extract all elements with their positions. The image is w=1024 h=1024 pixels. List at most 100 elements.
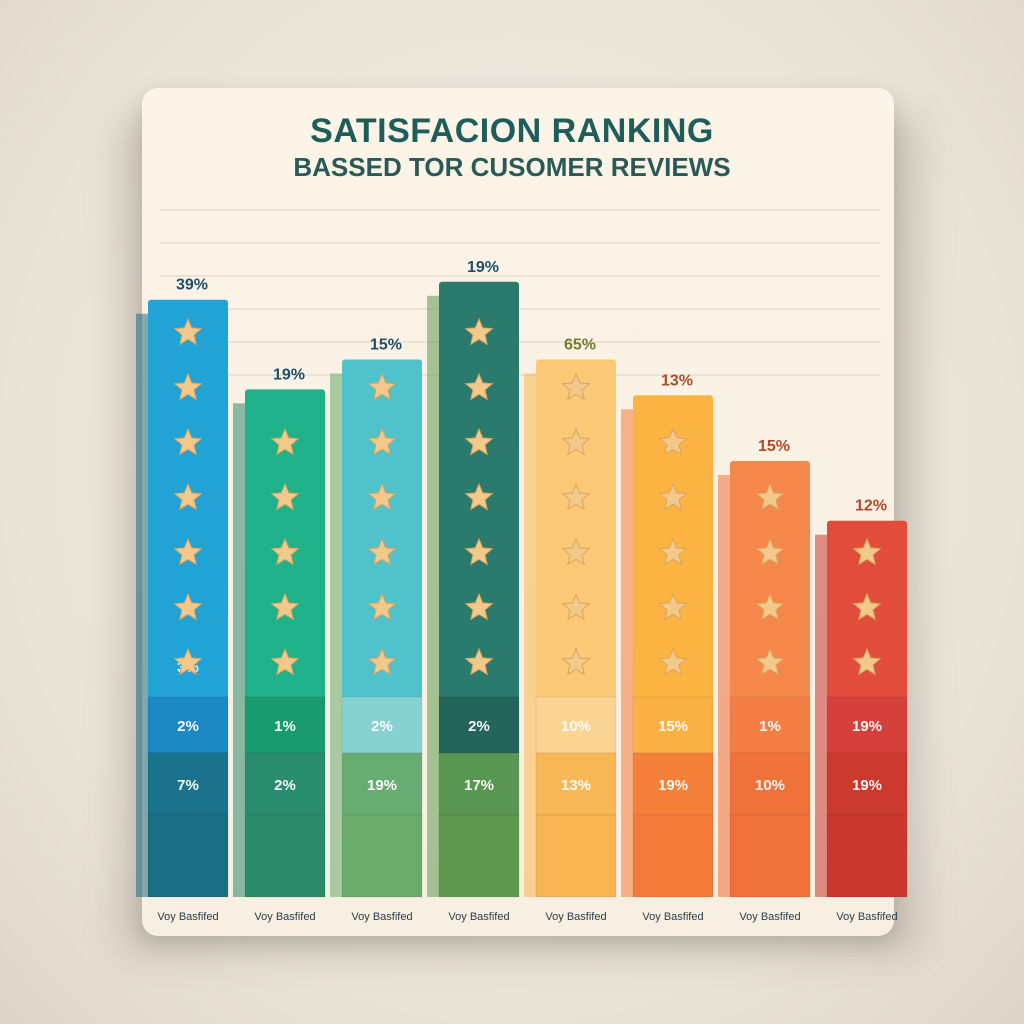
star-icon	[270, 647, 300, 676]
bar-5: 10% 13% 65%	[524, 336, 617, 898]
star-icon	[367, 592, 397, 621]
star-icon	[173, 537, 203, 566]
star-icon	[464, 372, 494, 401]
x-tick-label: Voy Basfifed	[157, 911, 218, 923]
star-icon	[270, 537, 300, 566]
segment-label: 1%	[759, 718, 781, 735]
bar-top-label: 19%	[467, 259, 499, 276]
bar-segment	[632, 814, 714, 898]
star-icon	[173, 482, 203, 511]
star-icon	[270, 427, 300, 456]
x-tick-label: Voy Basfifed	[351, 911, 412, 923]
star-icon	[464, 427, 494, 456]
star-icon	[561, 372, 591, 401]
bar-segment	[729, 814, 811, 898]
bar-top-label: 39%	[176, 277, 208, 294]
bar-top-label: 13%	[661, 372, 693, 389]
bar-segment	[535, 696, 617, 754]
bar-7: 1% 10% 15%	[718, 438, 811, 898]
chart-title: SATISFACION RANKING	[310, 112, 714, 150]
bar-top-label: 12%	[855, 498, 887, 515]
bar-segment	[341, 696, 423, 754]
segment-label: 2%	[468, 718, 490, 735]
star-icon	[464, 647, 494, 676]
star-icon	[561, 592, 591, 621]
star-icon	[367, 647, 397, 676]
star-icon	[755, 537, 785, 566]
bar-segment	[341, 814, 423, 898]
bar-segment	[147, 696, 229, 754]
segment-label: 1%	[274, 718, 296, 735]
bar-segment	[729, 696, 811, 754]
bar-segment	[244, 752, 326, 816]
grid-lines	[160, 209, 880, 376]
star-icon	[561, 427, 591, 456]
bar-top-label: 65%	[564, 336, 596, 353]
bar-side	[427, 295, 441, 897]
bars-group: 2%7%3%39% 1% 2% 19% 2% 19% 15% 2%17%19% 10% 13% 65…	[136, 259, 908, 898]
bar-side	[524, 373, 538, 897]
bar-side	[815, 534, 829, 897]
segment-label: 7%	[177, 777, 199, 794]
x-tick-label: Voy Basfifed	[642, 911, 703, 923]
star-icon	[561, 537, 591, 566]
bar-segment	[826, 752, 908, 816]
star-icon	[755, 647, 785, 676]
bar-segment	[632, 696, 714, 754]
star-icon	[852, 647, 882, 676]
star-icon	[173, 372, 203, 401]
bar-side	[718, 474, 732, 897]
star-icon	[464, 592, 494, 621]
segment-label: 10%	[755, 777, 785, 794]
x-axis-labels: Voy Basfifed Voy Basfifed Voy Basfifed Voy …	[157, 911, 897, 923]
bar-segment	[341, 752, 423, 816]
bar-side	[330, 373, 344, 897]
bar-side	[136, 313, 150, 897]
segment-label: 19%	[367, 777, 397, 794]
bar-top-label: 15%	[370, 336, 402, 353]
star-icon	[270, 482, 300, 511]
segment-label: 15%	[658, 718, 688, 735]
star-icon	[658, 482, 688, 511]
star-icon	[561, 647, 591, 676]
segment-label: 13%	[561, 777, 591, 794]
star-icon	[464, 537, 494, 566]
bar-top-label: 19%	[273, 366, 305, 383]
bar-segment	[826, 696, 908, 754]
star-icon	[173, 647, 203, 676]
bar-6: 15% 19% 13%	[621, 372, 714, 898]
bar-segment	[438, 814, 520, 898]
bar-4: 2% 17% 19%	[427, 259, 520, 898]
star-icon	[658, 592, 688, 621]
x-tick-label: Voy Basfifed	[739, 911, 800, 923]
star-icon	[658, 647, 688, 676]
x-tick-label: Voy Basfifed	[545, 911, 606, 923]
segment-label: 2%	[274, 777, 296, 794]
bar-segment	[535, 814, 617, 898]
bar-segment	[438, 752, 520, 816]
star-icon	[173, 427, 203, 456]
bar-8: 19% 19% 12%	[815, 498, 908, 898]
star-icon	[464, 482, 494, 511]
star-icon	[755, 592, 785, 621]
segment-label: 2%	[371, 718, 393, 735]
star-icon	[658, 537, 688, 566]
star-icon	[173, 592, 203, 621]
star-icon	[464, 317, 494, 346]
star-icon	[367, 372, 397, 401]
star-icon	[367, 537, 397, 566]
segment-label: 10%	[561, 718, 591, 735]
star-icon	[270, 592, 300, 621]
star-icon	[561, 482, 591, 511]
bar-side	[233, 403, 247, 897]
bar-segment	[147, 752, 229, 816]
x-tick-label: Voy Basfifed	[448, 911, 509, 923]
segment-label: 19%	[852, 777, 882, 794]
star-icon	[658, 427, 688, 456]
bar-3: 2% 19% 15%	[330, 336, 423, 898]
star-icon	[852, 592, 882, 621]
bar-1: 2%7%3%39%	[136, 277, 229, 898]
bar-segment	[535, 752, 617, 816]
bar-segment	[438, 696, 520, 754]
